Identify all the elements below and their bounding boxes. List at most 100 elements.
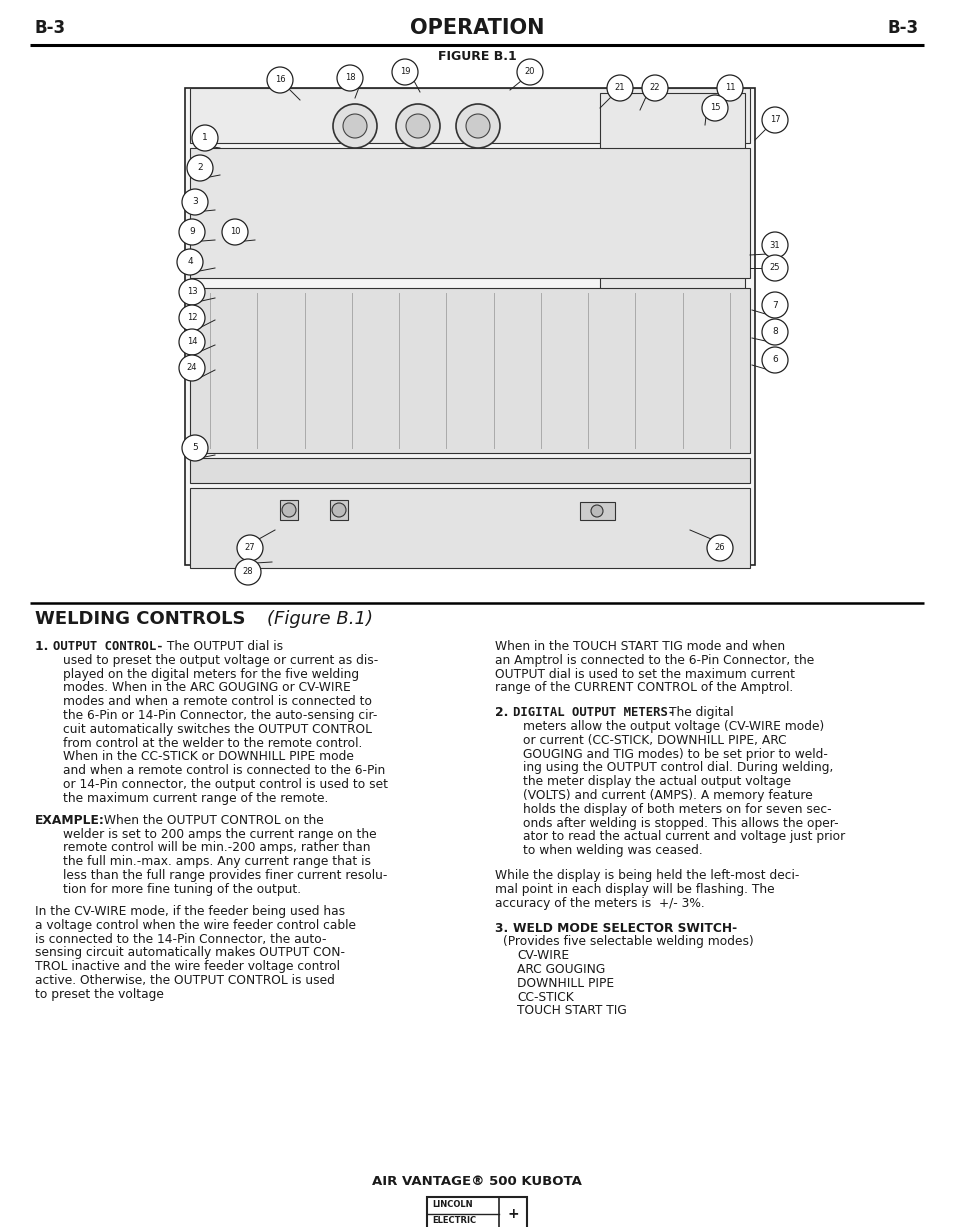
Text: 25: 25 xyxy=(769,264,780,272)
Circle shape xyxy=(761,107,787,133)
Text: 14: 14 xyxy=(187,337,197,346)
Text: (VOLTS) and current (AMPS). A memory feature: (VOLTS) and current (AMPS). A memory fea… xyxy=(522,789,812,802)
Text: 27: 27 xyxy=(244,544,255,552)
Bar xyxy=(599,93,744,293)
Circle shape xyxy=(192,125,218,151)
Text: TROL inactive and the wire feeder voltage control: TROL inactive and the wire feeder voltag… xyxy=(35,961,339,973)
Text: While the display is being held the left-most deci-: While the display is being held the left… xyxy=(495,869,799,882)
Text: 7: 7 xyxy=(771,301,777,309)
Circle shape xyxy=(706,535,732,561)
Text: 10: 10 xyxy=(230,227,240,237)
Text: OPERATION: OPERATION xyxy=(410,18,543,38)
Circle shape xyxy=(606,75,633,101)
Text: welder is set to 200 amps the current range on the: welder is set to 200 amps the current ra… xyxy=(63,828,376,840)
Circle shape xyxy=(761,347,787,373)
Text: 31: 31 xyxy=(769,240,780,249)
Text: When in the CC-STICK or DOWNHILL PIPE mode: When in the CC-STICK or DOWNHILL PIPE mo… xyxy=(63,751,354,763)
Text: 2: 2 xyxy=(197,163,203,173)
Text: 22: 22 xyxy=(649,83,659,92)
Text: CC-STICK: CC-STICK xyxy=(517,990,573,1004)
Text: an Amptrol is connected to the 6-Pin Connector, the: an Amptrol is connected to the 6-Pin Con… xyxy=(495,654,814,666)
Text: to preset the voltage: to preset the voltage xyxy=(35,988,164,1001)
Bar xyxy=(190,288,749,453)
Text: (Provides five selectable welding modes): (Provides five selectable welding modes) xyxy=(502,935,753,948)
Text: used to preset the output voltage or current as dis-: used to preset the output voltage or cur… xyxy=(63,654,377,666)
Circle shape xyxy=(761,232,787,258)
Text: 1.: 1. xyxy=(35,640,52,653)
Bar xyxy=(30,67,923,590)
Circle shape xyxy=(182,189,208,215)
Text: the full min.-max. amps. Any current range that is: the full min.-max. amps. Any current ran… xyxy=(63,855,371,869)
Text: 21: 21 xyxy=(614,83,624,92)
Text: onds after welding is stopped. This allows the oper-: onds after welding is stopped. This allo… xyxy=(522,817,838,829)
Text: WELD MODE SELECTOR SWITCH-: WELD MODE SELECTOR SWITCH- xyxy=(513,921,737,935)
Bar xyxy=(330,499,348,520)
Circle shape xyxy=(333,104,376,148)
Circle shape xyxy=(517,59,542,85)
Text: EXAMPLE:: EXAMPLE: xyxy=(35,814,105,827)
Circle shape xyxy=(179,306,205,331)
Text: the 6-Pin or 14-Pin Connector, the auto-sensing cir-: the 6-Pin or 14-Pin Connector, the auto-… xyxy=(63,709,377,721)
Circle shape xyxy=(182,436,208,461)
Circle shape xyxy=(336,65,363,91)
Text: ELECTRIC: ELECTRIC xyxy=(432,1216,476,1225)
Circle shape xyxy=(187,155,213,182)
Circle shape xyxy=(282,503,295,517)
Text: sensing circuit automatically makes OUTPUT CON-: sensing circuit automatically makes OUTP… xyxy=(35,946,345,960)
Text: 3.: 3. xyxy=(495,921,512,935)
Text: modes. When in the ARC GOUGING or CV-WIRE: modes. When in the ARC GOUGING or CV-WIR… xyxy=(63,681,351,694)
Text: less than the full range provides finer current resolu-: less than the full range provides finer … xyxy=(63,869,387,882)
Text: B-3: B-3 xyxy=(35,18,66,37)
Text: 4: 4 xyxy=(187,258,193,266)
Text: DOWNHILL PIPE: DOWNHILL PIPE xyxy=(517,977,614,990)
Bar xyxy=(190,148,749,279)
Text: The digital: The digital xyxy=(668,707,733,719)
Text: CV-WIRE: CV-WIRE xyxy=(517,950,569,962)
Circle shape xyxy=(641,75,667,101)
Text: 17: 17 xyxy=(769,115,780,124)
Text: GOUGING and TIG modes) to be set prior to weld-: GOUGING and TIG modes) to be set prior t… xyxy=(522,747,827,761)
Text: the meter display the actual output voltage: the meter display the actual output volt… xyxy=(522,775,790,788)
Text: OUTPUT CONTROL-: OUTPUT CONTROL- xyxy=(53,640,164,653)
Text: 5: 5 xyxy=(192,443,197,453)
Text: AIR VANTAGE® 500 KUBOTA: AIR VANTAGE® 500 KUBOTA xyxy=(372,1175,581,1188)
Text: 26: 26 xyxy=(714,544,724,552)
Text: meters allow the output voltage (CV-WIRE mode): meters allow the output voltage (CV-WIRE… xyxy=(522,720,823,733)
Bar xyxy=(190,88,749,144)
Text: 24: 24 xyxy=(187,363,197,373)
Text: When in the TOUCH START TIG mode and when: When in the TOUCH START TIG mode and whe… xyxy=(495,640,784,653)
Text: 28: 28 xyxy=(242,568,253,577)
Circle shape xyxy=(761,292,787,318)
Text: (Figure B.1): (Figure B.1) xyxy=(267,610,373,628)
Circle shape xyxy=(179,355,205,382)
Text: 13: 13 xyxy=(187,287,197,297)
Text: TOUCH START TIG: TOUCH START TIG xyxy=(517,1005,626,1017)
Text: modes and when a remote control is connected to: modes and when a remote control is conne… xyxy=(63,696,372,708)
Text: range of the CURRENT CONTROL of the Amptrol.: range of the CURRENT CONTROL of the Ampt… xyxy=(495,681,792,694)
Text: holds the display of both meters on for seven sec-: holds the display of both meters on for … xyxy=(522,802,831,816)
Circle shape xyxy=(267,67,293,93)
Text: 8: 8 xyxy=(771,328,777,336)
Text: OUTPUT dial is used to set the maximum current: OUTPUT dial is used to set the maximum c… xyxy=(495,667,794,681)
Circle shape xyxy=(456,104,499,148)
Text: ing using the OUTPUT control dial. During welding,: ing using the OUTPUT control dial. Durin… xyxy=(522,762,833,774)
Text: 19: 19 xyxy=(399,67,410,76)
Text: The OUTPUT dial is: The OUTPUT dial is xyxy=(163,640,283,653)
Bar xyxy=(185,88,754,564)
Circle shape xyxy=(395,104,439,148)
Text: or current (CC-STICK, DOWNHILL PIPE, ARC: or current (CC-STICK, DOWNHILL PIPE, ARC xyxy=(522,734,786,747)
Circle shape xyxy=(222,218,248,245)
Circle shape xyxy=(343,114,367,137)
Text: mal point in each display will be flashing. The: mal point in each display will be flashi… xyxy=(495,883,774,896)
Bar xyxy=(579,502,615,520)
Text: 3: 3 xyxy=(192,198,197,206)
Text: a voltage control when the wire feeder control cable: a voltage control when the wire feeder c… xyxy=(35,919,355,931)
Text: ator to read the actual current and voltage just prior: ator to read the actual current and volt… xyxy=(522,831,844,843)
Text: tion for more fine tuning of the output.: tion for more fine tuning of the output. xyxy=(63,883,301,896)
Text: 1: 1 xyxy=(202,134,208,142)
Text: 2.: 2. xyxy=(495,707,512,719)
Bar xyxy=(190,458,749,483)
Text: 16: 16 xyxy=(274,76,285,85)
Text: 6: 6 xyxy=(771,356,777,364)
Text: LINCOLN: LINCOLN xyxy=(432,1200,472,1209)
